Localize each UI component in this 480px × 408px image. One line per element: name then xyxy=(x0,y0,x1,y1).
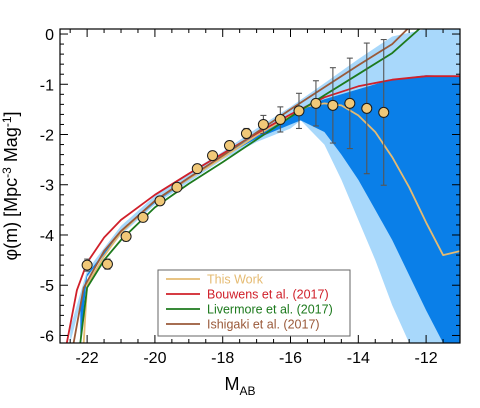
x-tick-label: -16 xyxy=(279,350,302,367)
data-point-18 xyxy=(378,39,390,186)
legend-label-bouwens: Bouwens et al. (2017) xyxy=(207,288,329,302)
y-tick-label: -2 xyxy=(40,128,54,145)
x-tick-label: -14 xyxy=(347,350,370,367)
y-axis-title: φ(m) [Mpc-3 Mag-1] xyxy=(0,111,21,260)
data-marker xyxy=(120,230,132,242)
data-point-13 xyxy=(293,92,305,130)
data-marker xyxy=(361,102,373,114)
data-marker xyxy=(154,195,166,207)
data-point-8 xyxy=(207,150,219,162)
data-point-5 xyxy=(154,195,166,207)
data-point-16 xyxy=(344,57,356,150)
data-point-14 xyxy=(310,80,322,127)
legend: This Work Bouwens et al. (2017) Livermor… xyxy=(157,269,351,337)
data-marker xyxy=(274,113,286,125)
data-point-17 xyxy=(361,42,373,175)
legend-box xyxy=(157,269,351,337)
y-axis-ticks: 0 -1 -2 -3 -4 -5 -6 xyxy=(40,27,460,345)
x-tick-label: -12 xyxy=(415,350,438,367)
data-points xyxy=(81,39,390,272)
legend-label-this-work: This Work xyxy=(207,273,264,287)
data-marker xyxy=(137,211,149,223)
data-point-7 xyxy=(191,163,203,175)
data-point-9 xyxy=(223,140,235,152)
data-marker xyxy=(344,97,356,109)
x-tick-label: -22 xyxy=(76,350,99,367)
data-marker xyxy=(81,259,93,271)
curve-bouwens-et-al-2017 xyxy=(65,75,460,343)
data-marker xyxy=(310,97,322,109)
data-point-11 xyxy=(257,114,269,135)
data-marker xyxy=(223,140,235,152)
data-marker xyxy=(378,106,390,118)
y-tick-label: -4 xyxy=(40,228,54,245)
y-tick-label: -1 xyxy=(40,77,54,94)
data-marker xyxy=(327,99,339,111)
data-point-1 xyxy=(81,258,93,272)
data-marker xyxy=(257,118,269,130)
plot-frame xyxy=(59,28,461,344)
data-marker xyxy=(171,181,183,193)
data-marker xyxy=(293,105,305,117)
x-tick-label: -20 xyxy=(143,350,166,367)
plot-area xyxy=(65,29,460,343)
legend-label-ishigaki: Ishigaki et al. (2017) xyxy=(207,318,320,332)
legend-label-livermore: Livermore et al. (2017) xyxy=(207,303,333,317)
data-point-2 xyxy=(101,258,113,270)
confidence-band-2 xyxy=(80,75,460,343)
data-point-12 xyxy=(274,106,286,133)
data-marker xyxy=(101,258,113,270)
data-point-3 xyxy=(120,230,132,242)
x-tick-label: -18 xyxy=(211,350,234,367)
data-marker xyxy=(207,150,219,162)
model-curves xyxy=(65,29,460,343)
data-marker xyxy=(240,127,252,139)
x-axis-title: MAB xyxy=(224,374,255,398)
y-tick-label: -5 xyxy=(40,278,54,295)
data-point-15 xyxy=(327,67,339,144)
data-point-10 xyxy=(240,127,252,140)
y-tick-label: 0 xyxy=(45,27,54,44)
x-axis-ticks: -22 -20 -18 -16 -14 -12 xyxy=(69,29,461,367)
y-tick-label: -6 xyxy=(40,328,54,345)
data-point-4 xyxy=(137,211,149,223)
curve-ishigaki-et-al-2017 xyxy=(72,29,409,343)
data-marker xyxy=(191,163,203,175)
y-tick-label: -3 xyxy=(40,178,54,195)
data-point-6 xyxy=(171,181,183,193)
